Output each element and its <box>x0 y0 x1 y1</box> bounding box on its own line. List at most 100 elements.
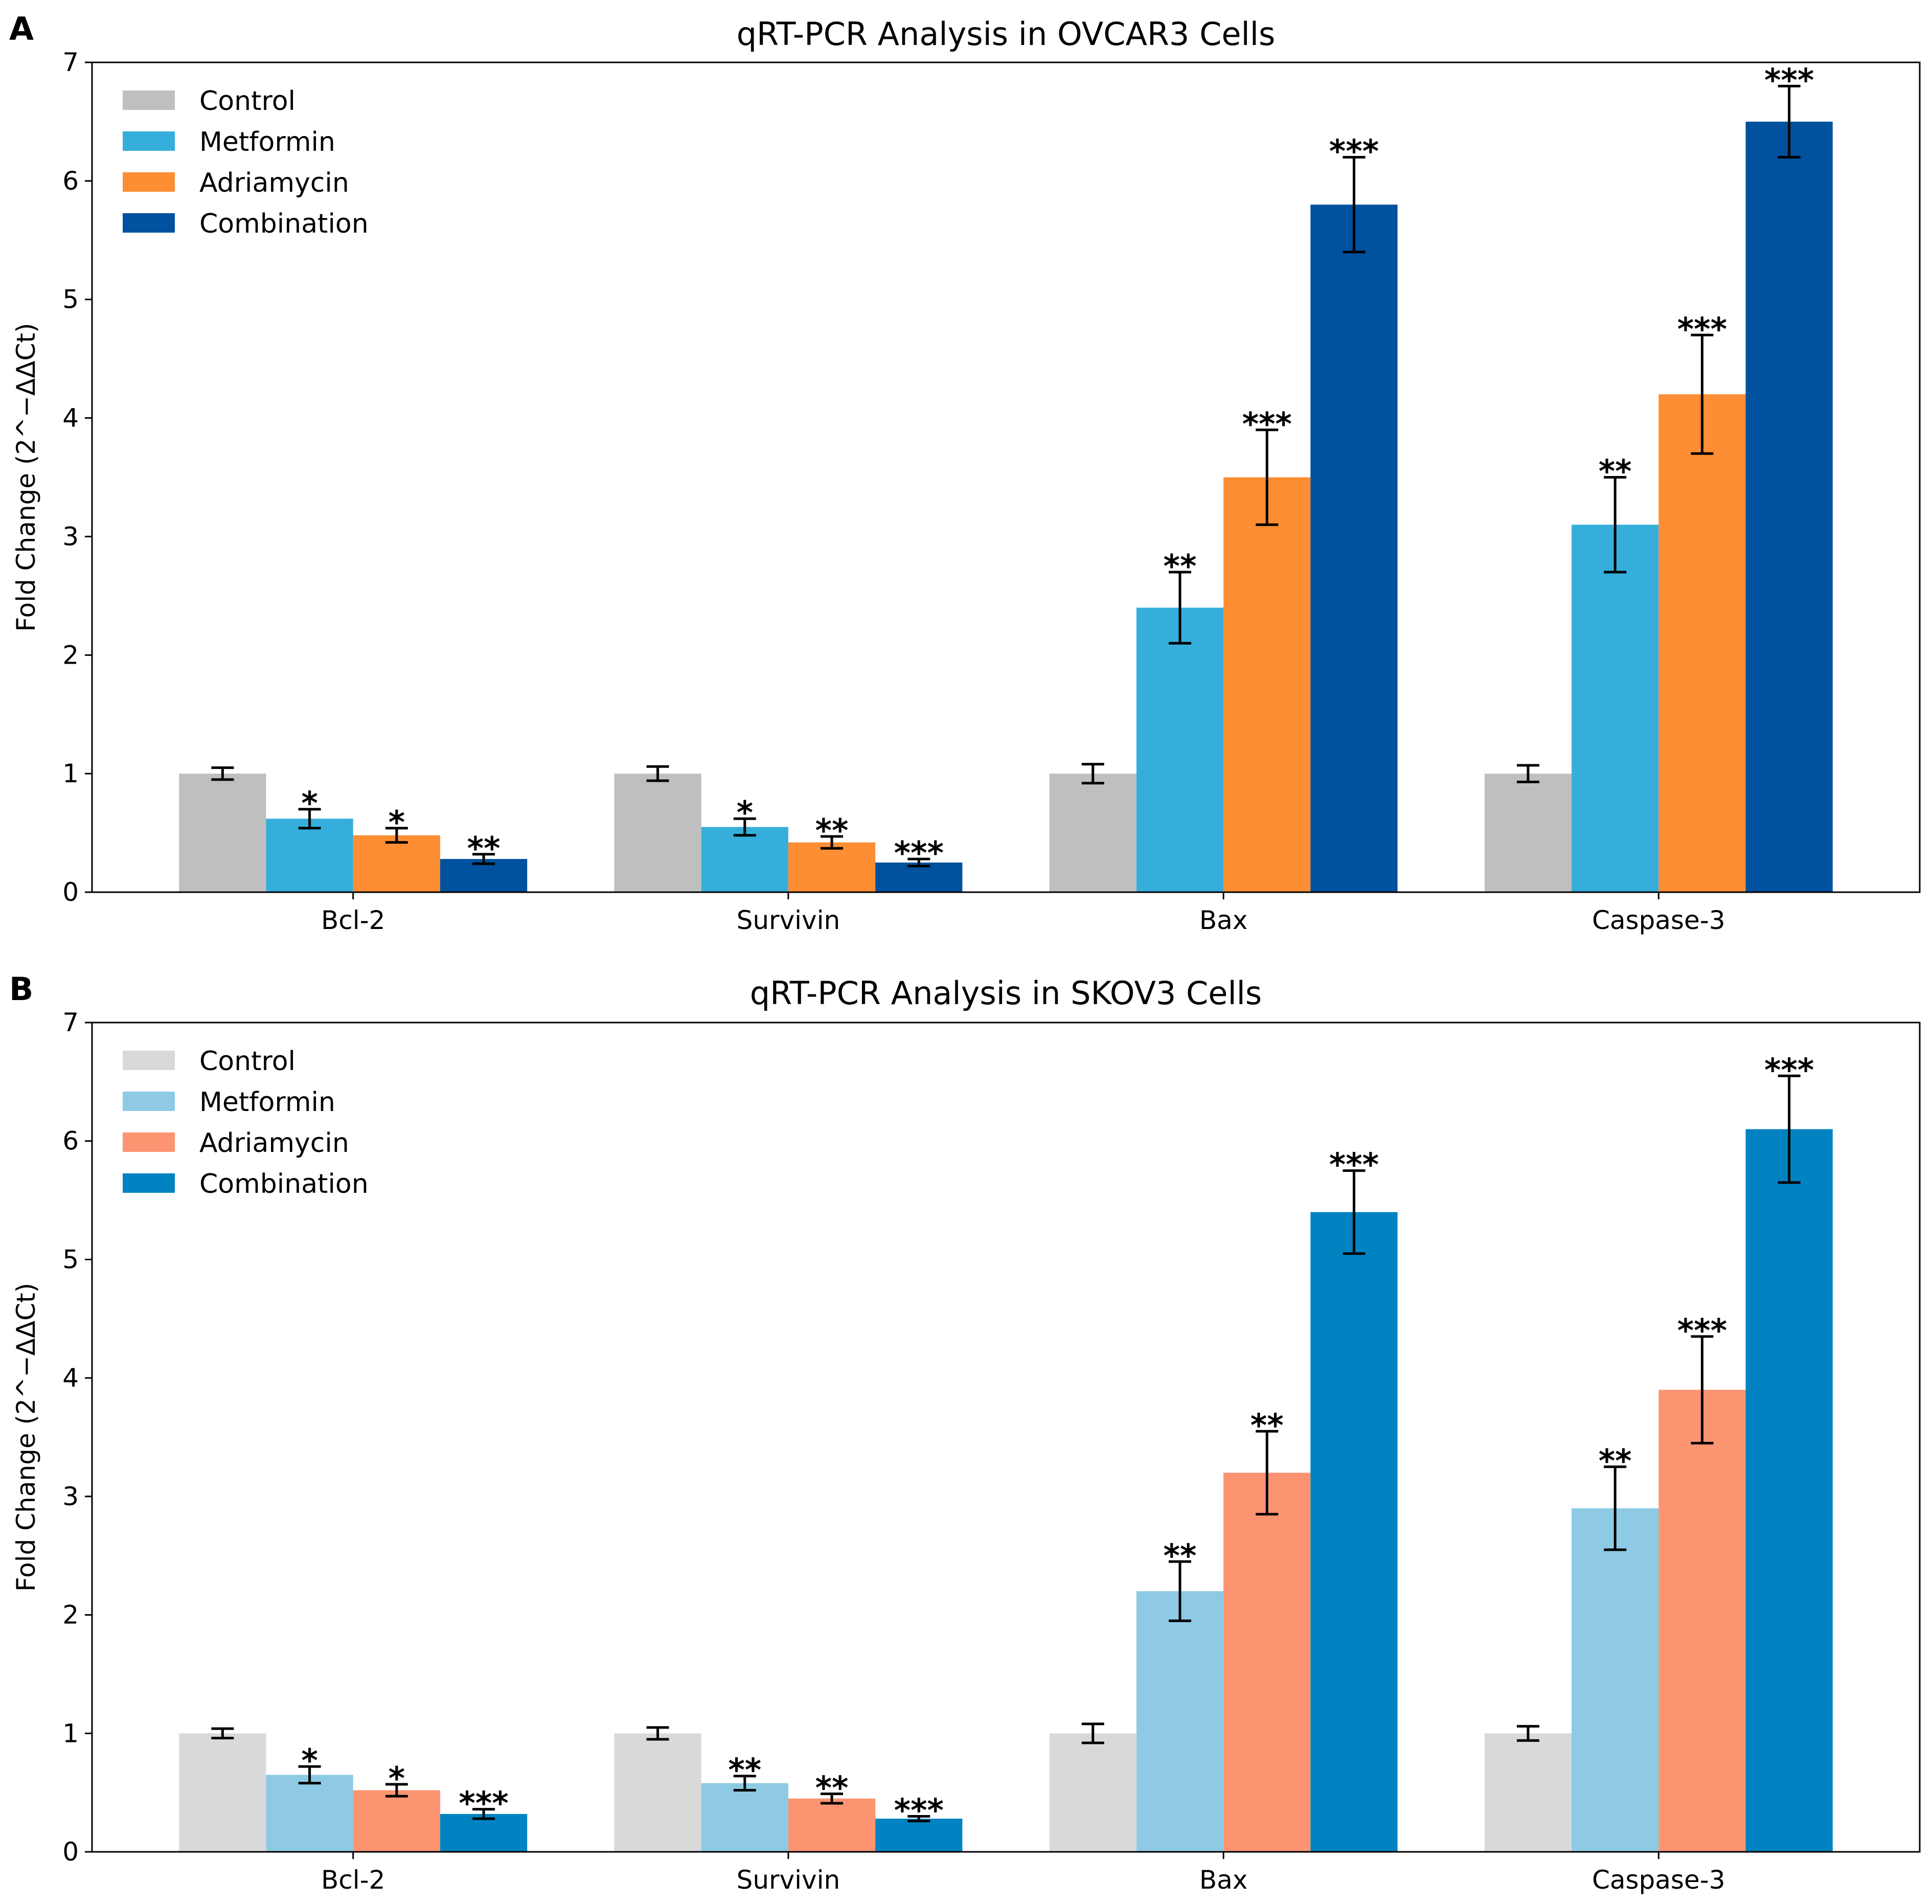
bar-metformin-bcl-2 <box>266 1775 353 1852</box>
bar-combination-bax <box>1310 205 1398 893</box>
y-tick-label: 5 <box>62 1244 79 1274</box>
y-tick-label: 2 <box>62 1600 79 1630</box>
x-tick-label: Survivin <box>737 905 840 935</box>
y-tick-label: 3 <box>62 522 79 551</box>
x-tick-label: Caspase-3 <box>1592 1865 1725 1895</box>
significance-label: *** <box>1677 1312 1727 1349</box>
bar-control-caspase-3 <box>1484 774 1572 892</box>
y-tick-label: 4 <box>62 1363 79 1393</box>
y-tick-label: 6 <box>62 166 79 196</box>
bar-combination-survivin <box>875 863 963 892</box>
legend-label-control: Control <box>199 86 296 117</box>
legend: Control Metformin Adriamycin Combination <box>123 1046 369 1199</box>
bar-control-survivin <box>614 774 701 892</box>
bar-combination-caspase-3 <box>1745 121 1833 892</box>
legend-swatch-adriamycin <box>123 1132 175 1152</box>
legend-swatch-metformin <box>123 1092 175 1111</box>
plot-frame <box>91 61 1921 893</box>
bar-combination-caspase-3 <box>1745 1129 1833 1852</box>
y-tick-label: 0 <box>62 877 79 907</box>
significance-label: ** <box>1599 453 1632 490</box>
y-axis-label: Fold Change (2^−ΔΔCt) <box>11 1283 41 1592</box>
significance-label: * <box>389 804 405 841</box>
bar-combination-bax <box>1310 1212 1398 1852</box>
y-tick-label: 6 <box>62 1126 79 1156</box>
significance-label: *** <box>894 834 944 872</box>
significance-label: * <box>737 794 753 831</box>
legend-label-metformin: Metformin <box>199 1087 335 1118</box>
bar-adriamycin-bax <box>1223 1472 1311 1852</box>
y-tick-label: 1 <box>62 759 79 788</box>
bar-metformin-survivin <box>701 827 788 892</box>
y-axis-label: Fold Change (2^−ΔΔCt) <box>11 323 41 632</box>
bar-control-survivin <box>614 1733 701 1852</box>
chart-title: qRT-PCR Analysis in SKOV3 Cells <box>750 974 1262 1012</box>
significance-label: * <box>389 1760 405 1797</box>
y-tick-label: 2 <box>62 640 79 670</box>
legend-swatch-control <box>123 1051 175 1070</box>
legend-label-adriamycin: Adriamycin <box>199 1128 349 1159</box>
y-tick-label: 3 <box>62 1482 79 1511</box>
bar-adriamycin-bcl-2 <box>353 1790 440 1852</box>
legend-swatch-combination <box>123 1173 175 1193</box>
significance-label: *** <box>1764 1051 1814 1089</box>
y-tick-label: 7 <box>62 48 79 77</box>
significance-label: *** <box>1677 310 1727 348</box>
significance-label: ** <box>1164 548 1197 585</box>
bar-adriamycin-bcl-2 <box>353 835 440 892</box>
bar-control-bcl-2 <box>179 1733 266 1852</box>
chart-title: qRT-PCR Analysis in OVCAR3 Cells <box>737 15 1276 53</box>
significance-label: *** <box>1764 61 1814 99</box>
legend-swatch-combination <box>123 213 175 233</box>
legend-label-combination: Combination <box>199 209 369 239</box>
legend: Control Metformin Adriamycin Combination <box>123 86 369 239</box>
bar-control-caspase-3 <box>1484 1733 1572 1852</box>
bar-adriamycin-caspase-3 <box>1658 394 1746 892</box>
bar-metformin-caspase-3 <box>1572 1508 1659 1852</box>
significance-label: *** <box>1329 1146 1379 1184</box>
bar-combination-survivin <box>875 1819 963 1852</box>
y-tick-label: 0 <box>62 1837 79 1867</box>
bar-control-bcl-2 <box>179 774 266 892</box>
x-tick-label: Caspase-3 <box>1592 905 1725 935</box>
y-tick-label: 4 <box>62 403 79 433</box>
significance-label: *** <box>459 1785 508 1822</box>
bar-combination-bcl-2 <box>440 1814 528 1852</box>
bar-metformin-survivin <box>701 1783 788 1852</box>
x-tick-label: Bax <box>1199 1865 1248 1895</box>
x-tick-label: Bcl-2 <box>321 1865 385 1895</box>
legend-label-combination: Combination <box>199 1169 369 1199</box>
bar-adriamycin-bax <box>1223 477 1311 892</box>
y-tick-label: 5 <box>62 285 79 314</box>
bar-metformin-caspase-3 <box>1572 525 1659 892</box>
legend-swatch-adriamycin <box>123 172 175 192</box>
legend-swatch-control <box>123 90 175 110</box>
significance-label: ** <box>1599 1442 1632 1480</box>
legend-label-adriamycin: Adriamycin <box>199 168 349 198</box>
significance-label: *** <box>1242 405 1292 443</box>
significance-label: *** <box>1329 132 1379 170</box>
x-tick-label: Survivin <box>737 1865 840 1895</box>
significance-label: ** <box>815 1769 849 1806</box>
panel-letter: A <box>9 10 34 48</box>
legend-label-metformin: Metformin <box>199 127 335 157</box>
significance-label: ** <box>1164 1537 1197 1574</box>
significance-label: * <box>301 785 317 822</box>
plot-frame <box>91 1022 1921 1853</box>
y-tick-label: 1 <box>62 1718 79 1748</box>
bar-metformin-bax <box>1136 607 1224 892</box>
x-tick-label: Bax <box>1199 905 1248 935</box>
x-tick-label: Bcl-2 <box>321 905 385 935</box>
bar-adriamycin-survivin <box>788 1798 876 1852</box>
panel-letter: B <box>9 970 33 1008</box>
bar-adriamycin-caspase-3 <box>1658 1390 1746 1852</box>
significance-label: ** <box>467 830 501 867</box>
bar-metformin-bcl-2 <box>266 819 353 892</box>
legend-swatch-metformin <box>123 131 175 151</box>
bar-metformin-bax <box>1136 1591 1224 1852</box>
significance-label: * <box>301 1742 317 1779</box>
significance-label: ** <box>728 1752 761 1789</box>
